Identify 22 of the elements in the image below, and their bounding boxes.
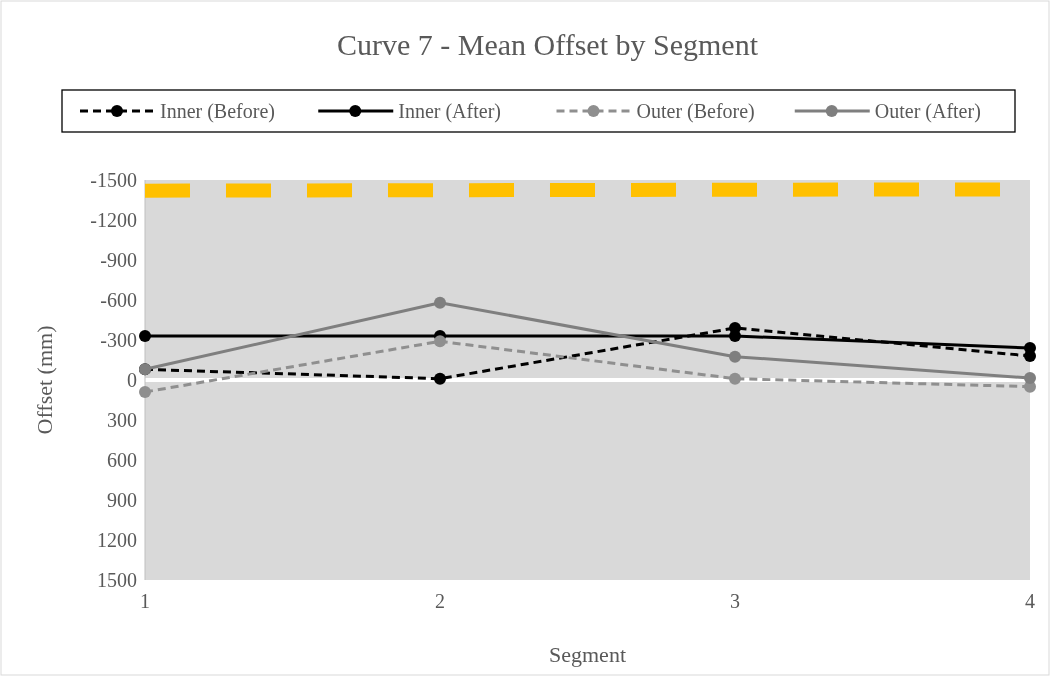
x-axis-title: Segment: [549, 642, 626, 667]
y-axis-title: Offset (mm): [32, 325, 57, 435]
y-tick-label: 600: [107, 449, 137, 471]
y-tick-label: -300: [100, 329, 137, 351]
x-tick-label: 1: [140, 590, 150, 612]
y-tick-label: 300: [107, 409, 137, 431]
y-tick-label: 1200: [97, 529, 137, 551]
y-tick-label: -900: [100, 249, 137, 271]
legend-label: Outer (Before): [636, 100, 755, 123]
y-tick-label: -600: [100, 289, 137, 311]
legend-label: Outer (After): [874, 100, 981, 123]
x-tick-label: 2: [435, 590, 445, 612]
chart-title: Curve 7 - Mean Offset by Segment: [336, 28, 759, 61]
x-tick-label: 4: [1025, 590, 1035, 612]
y-tick-label: 0: [127, 369, 137, 391]
legend-label: Inner (After): [398, 100, 501, 123]
y-tick-label: 1500: [97, 569, 137, 591]
legend-label: Inner (Before): [160, 100, 275, 123]
x-tick-label: 3: [730, 590, 740, 612]
y-tick-label: -1200: [90, 209, 137, 231]
y-tick-label: -1500: [90, 169, 137, 191]
y-tick-label: 900: [107, 489, 137, 511]
